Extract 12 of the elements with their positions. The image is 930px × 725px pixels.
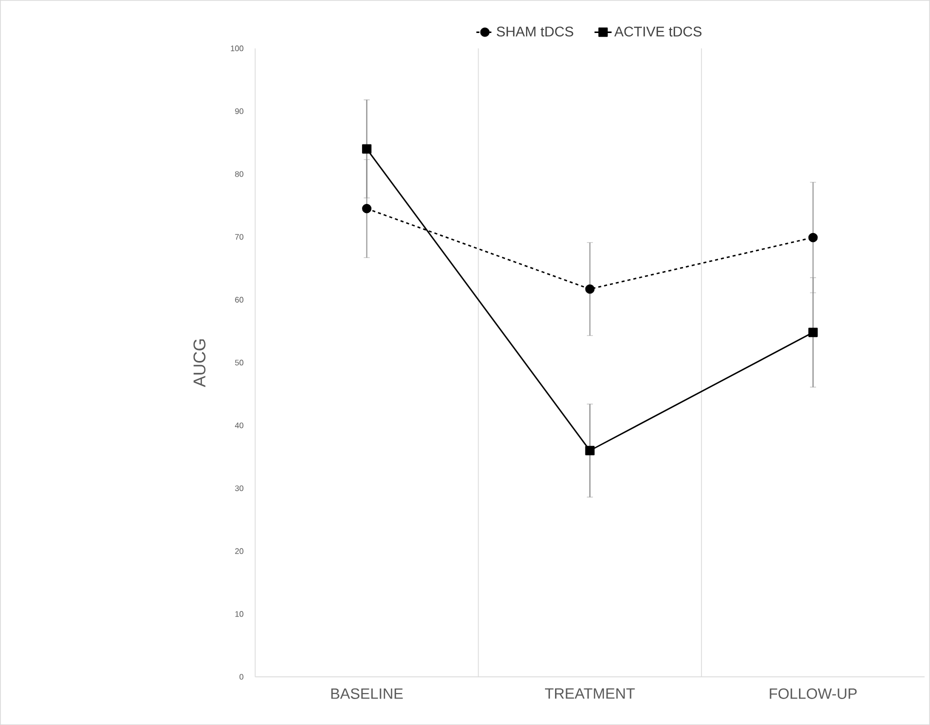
point [808,232,818,242]
legend-label: ACTIVE tDCS [614,26,702,36]
x-tick-label: BASELINE [331,688,403,699]
x-tick-label: TREATMENT [544,688,635,699]
y-axis-title: AUCG [193,339,206,388]
point [362,144,372,154]
point [808,328,818,338]
point [362,204,372,214]
point [585,284,595,294]
x-tick-label: FOLLOW-UP [770,688,857,699]
point [585,446,595,456]
legend-label: SHAM tDCS [496,26,574,36]
